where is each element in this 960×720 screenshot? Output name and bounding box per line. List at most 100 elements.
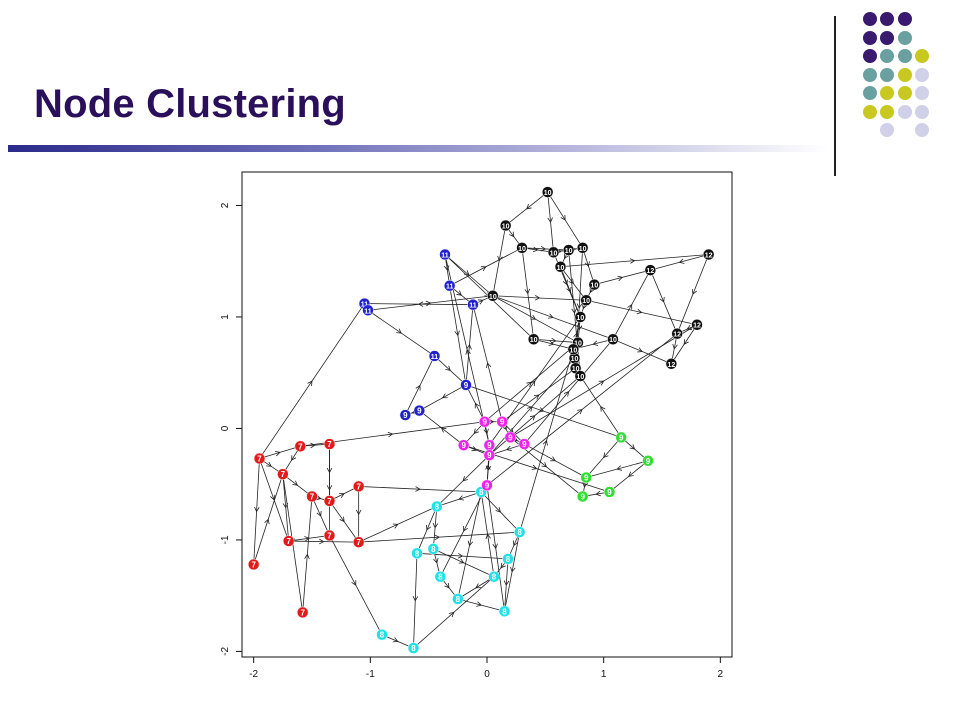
edge-arrowhead <box>392 637 399 643</box>
network-node <box>576 242 589 254</box>
network-node <box>362 304 374 317</box>
node-label: 9 <box>508 433 513 442</box>
network-node <box>554 261 567 273</box>
node-label: 8 <box>517 528 522 537</box>
node-label: 7 <box>310 492 315 501</box>
decor-dot <box>880 67 894 82</box>
node-label: 7 <box>327 440 332 449</box>
decor-vertical-line <box>834 16 836 176</box>
edge-arrowhead <box>310 442 316 449</box>
network-node <box>352 536 365 548</box>
node-label: 7 <box>251 560 256 569</box>
y-tick-label: -1 <box>220 535 231 544</box>
edge-arrowhead <box>412 596 419 602</box>
edge-arrowhead <box>448 611 455 618</box>
decor-dot <box>915 49 929 63</box>
edge-arrowhead <box>506 445 512 451</box>
node-label: 8 <box>502 607 507 616</box>
network-node <box>504 431 517 444</box>
decor-dot <box>897 49 912 63</box>
node-label: 12 <box>693 323 701 330</box>
edge-arrowhead <box>524 288 531 295</box>
edge-arrowhead <box>603 452 609 459</box>
network-node <box>247 558 260 571</box>
decor-dot <box>880 12 894 26</box>
node-label: 12 <box>705 253 713 260</box>
edge-arrowhead <box>563 391 570 397</box>
decor-dot <box>897 67 912 82</box>
decor-dot <box>880 49 894 63</box>
edge-arrowhead <box>392 523 399 529</box>
node-label: 10 <box>530 337 538 344</box>
network-node <box>567 343 580 356</box>
edge-arrowhead <box>485 362 492 369</box>
network-node <box>399 409 412 421</box>
network-node <box>443 279 456 292</box>
edge-arrowhead <box>629 258 636 264</box>
node-label: 12 <box>667 362 675 369</box>
decor-dot <box>897 104 912 119</box>
edge-arrowhead <box>466 343 472 350</box>
edge-arrowhead <box>456 290 462 296</box>
decor-dot <box>880 86 894 100</box>
node-label: 11 <box>361 302 369 309</box>
decor-dot <box>915 67 929 82</box>
edge-arrowhead <box>571 308 577 314</box>
edge-layer <box>253 191 710 649</box>
edge-arrowhead <box>533 394 540 400</box>
network-node <box>488 570 500 583</box>
edge-arrowhead <box>497 255 503 262</box>
edge-arrowhead <box>563 253 569 260</box>
decor-dot <box>862 67 877 82</box>
decor-dot <box>897 30 912 45</box>
decor-dot <box>862 104 877 119</box>
edge-arrowhead <box>445 365 451 372</box>
decor-dot <box>897 86 912 100</box>
x-axis: -2 -1 0 1 2 <box>249 656 724 680</box>
network-node <box>428 350 441 362</box>
network-node <box>253 452 266 465</box>
network-node <box>576 490 589 503</box>
network-node <box>516 242 528 254</box>
node-label: 8 <box>411 644 416 653</box>
edge-arrowhead <box>512 540 519 547</box>
network-node <box>460 379 472 391</box>
network-node <box>452 593 464 605</box>
edge-arrowhead <box>471 446 478 452</box>
edge-arrowhead <box>672 343 678 350</box>
edge-arrowhead <box>548 340 555 346</box>
edge-arrowhead <box>432 522 439 529</box>
edge-arrowhead <box>568 278 574 285</box>
node-label: 8 <box>415 549 420 558</box>
edge-arrowhead <box>444 582 450 589</box>
node-label: 11 <box>431 354 439 361</box>
network-node <box>427 543 440 555</box>
network-node <box>457 439 470 451</box>
edge-arrowhead <box>617 275 624 282</box>
node-label: 9 <box>619 433 624 442</box>
node-label: 10 <box>579 246 587 253</box>
network-node <box>434 570 447 583</box>
edge-arrowhead <box>274 450 281 457</box>
edge-arrowhead <box>326 485 333 491</box>
decor-dot <box>862 30 877 45</box>
edge-arrowhead <box>686 324 693 330</box>
edge-arrowhead <box>492 543 498 550</box>
node-label: 7 <box>327 497 332 506</box>
node-label: 12 <box>646 268 654 275</box>
node-label: 8 <box>492 573 497 582</box>
y-tick-label: 2 <box>220 202 231 208</box>
y-tick-label: -2 <box>220 647 231 656</box>
node-label: 9 <box>500 418 505 427</box>
node-label: 7 <box>298 442 303 451</box>
edge-arrowhead <box>475 583 481 589</box>
edge-arrowhead <box>538 407 545 413</box>
network-node <box>603 486 616 498</box>
edge-arrowhead <box>485 533 491 540</box>
edge-arrowhead <box>434 534 440 541</box>
edge-arrowhead <box>433 557 439 564</box>
network-node <box>481 479 493 492</box>
edge-arrowhead <box>616 465 623 471</box>
node-label: 10 <box>576 315 584 322</box>
decor-dot <box>915 104 929 119</box>
